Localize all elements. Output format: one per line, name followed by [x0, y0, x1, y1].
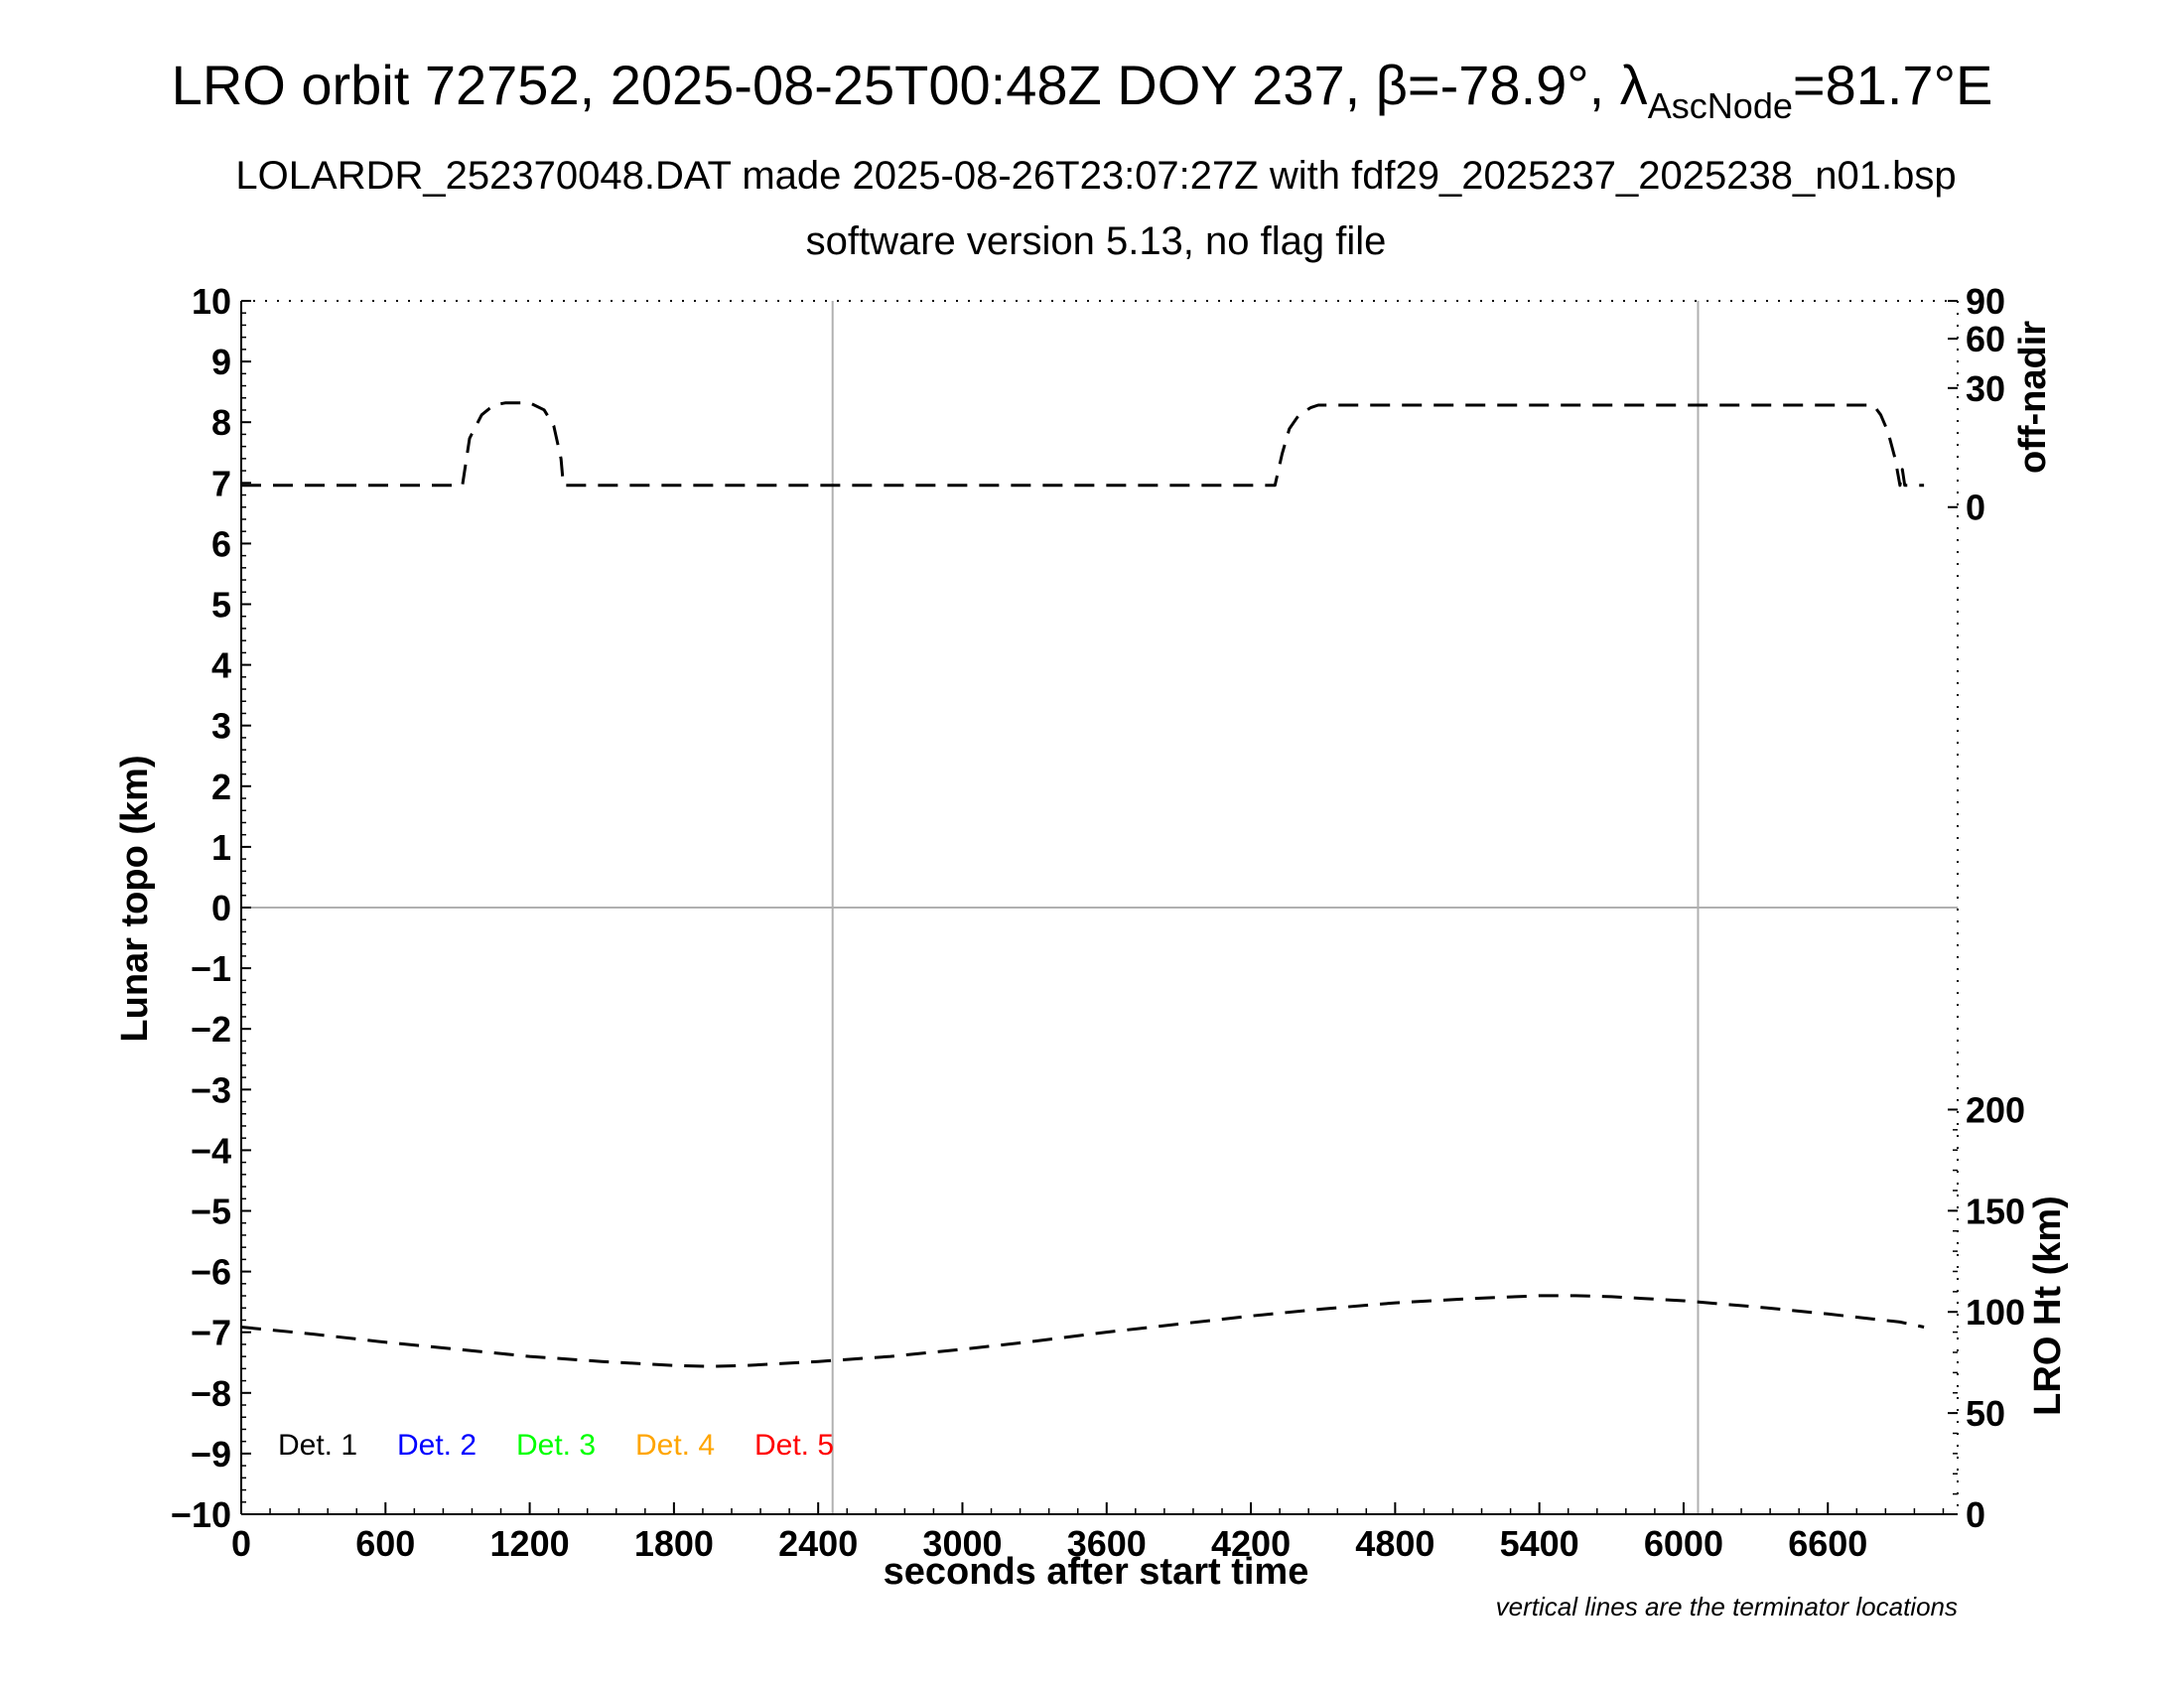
legend-item-det-1: Det. 1	[278, 1429, 357, 1462]
left-tick-label: 6	[211, 523, 231, 564]
left-tick-label: −1	[191, 948, 231, 989]
legend-item-det-2: Det. 2	[397, 1429, 477, 1462]
left-tick-label: 5	[211, 585, 231, 626]
series-line-lro-ht	[240, 1294, 1925, 1368]
chart-title: LRO orbit 72752, 2025-08-25T00:48Z DOY 2…	[172, 54, 1993, 126]
bottom-tick-label: 1800	[634, 1523, 714, 1564]
right-bottom-axis-label: LRO Ht (km)	[2027, 1196, 2069, 1416]
bottom-tick-label: 1200	[490, 1523, 570, 1564]
left-tick-label: 1	[211, 827, 231, 868]
terminator-note: vertical lines are the terminator locati…	[1496, 1592, 1958, 1621]
bottom-tick-label: 6600	[1788, 1523, 1867, 1564]
right-bottom-tick-label: 150	[1966, 1191, 2025, 1231]
right-top-tick-label: 60	[1966, 319, 2005, 359]
left-tick-label: 0	[211, 888, 231, 928]
left-tick-label: −9	[191, 1434, 231, 1475]
right-bottom-tick-label: 50	[1966, 1393, 2005, 1434]
axis-ticks	[240, 300, 1958, 1515]
bottom-tick-label: 3000	[922, 1523, 1002, 1564]
chart-subtitle-version: software version 5.13, no flag file	[806, 219, 1387, 263]
series-line-off-nadir	[241, 401, 1925, 488]
right-top-tick-label: 0	[1966, 488, 1985, 528]
right-bottom-tick-label: 0	[1966, 1494, 1985, 1535]
left-tick-label: −7	[191, 1313, 231, 1353]
bottom-tick-label: 4200	[1211, 1523, 1291, 1564]
right-bottom-tick-label: 200	[1966, 1089, 2025, 1130]
legend-item-det-3: Det. 3	[516, 1429, 596, 1462]
chart-title-main: LRO orbit 72752, 2025-08-25T00:48Z DOY 2…	[172, 54, 1648, 116]
right-top-axis-label: off-nadir	[2012, 321, 2054, 474]
bottom-tick-label: 2400	[778, 1523, 858, 1564]
bottom-tick-label: 3600	[1067, 1523, 1147, 1564]
left-tick-label: 7	[211, 463, 231, 503]
left-tick-label: 8	[211, 402, 231, 443]
left-tick-label: 9	[211, 342, 231, 382]
chart-subtitle-file: LOLARDR_252370048.DAT made 2025-08-26T23…	[235, 154, 1956, 198]
left-y-axis-label: Lunar topo (km)	[114, 755, 156, 1042]
right-bottom-tick-label: 100	[1966, 1292, 2025, 1333]
bottom-tick-label: 0	[231, 1523, 251, 1564]
left-tick-label: −3	[191, 1069, 231, 1110]
left-tick-label: −5	[191, 1192, 231, 1232]
right-top-tick-label: 30	[1966, 368, 2005, 409]
x-axis-label: seconds after start time	[884, 1551, 1309, 1593]
left-tick-label: 3	[211, 706, 231, 747]
right-top-tick-label: 90	[1966, 281, 2005, 322]
left-tick-label: 10	[192, 281, 231, 322]
bottom-tick-label: 600	[355, 1523, 415, 1564]
left-tick-label: −2	[191, 1009, 231, 1050]
left-tick-label: −8	[191, 1373, 231, 1414]
data-series	[240, 401, 1925, 1368]
bottom-tick-label: 5400	[1500, 1523, 1579, 1564]
legend-item-det-5: Det. 5	[754, 1429, 834, 1462]
legend-item-det-4: Det. 4	[635, 1429, 715, 1462]
left-tick-label: 2	[211, 767, 231, 807]
grid-lines	[241, 301, 1958, 1514]
left-tick-label: 4	[211, 645, 231, 686]
bottom-tick-label: 6000	[1644, 1523, 1723, 1564]
left-tick-label: −6	[191, 1252, 231, 1293]
left-tick-label: −10	[171, 1494, 231, 1535]
bottom-tick-label: 4800	[1355, 1523, 1434, 1564]
chart-title-end: =81.7°E	[1793, 54, 1992, 116]
chart-title-subscript: AscNode	[1648, 85, 1793, 126]
legend: Det. 1 Det. 2 Det. 3 Det. 4 Det. 5	[278, 1429, 834, 1462]
left-tick-label: −4	[191, 1130, 231, 1171]
